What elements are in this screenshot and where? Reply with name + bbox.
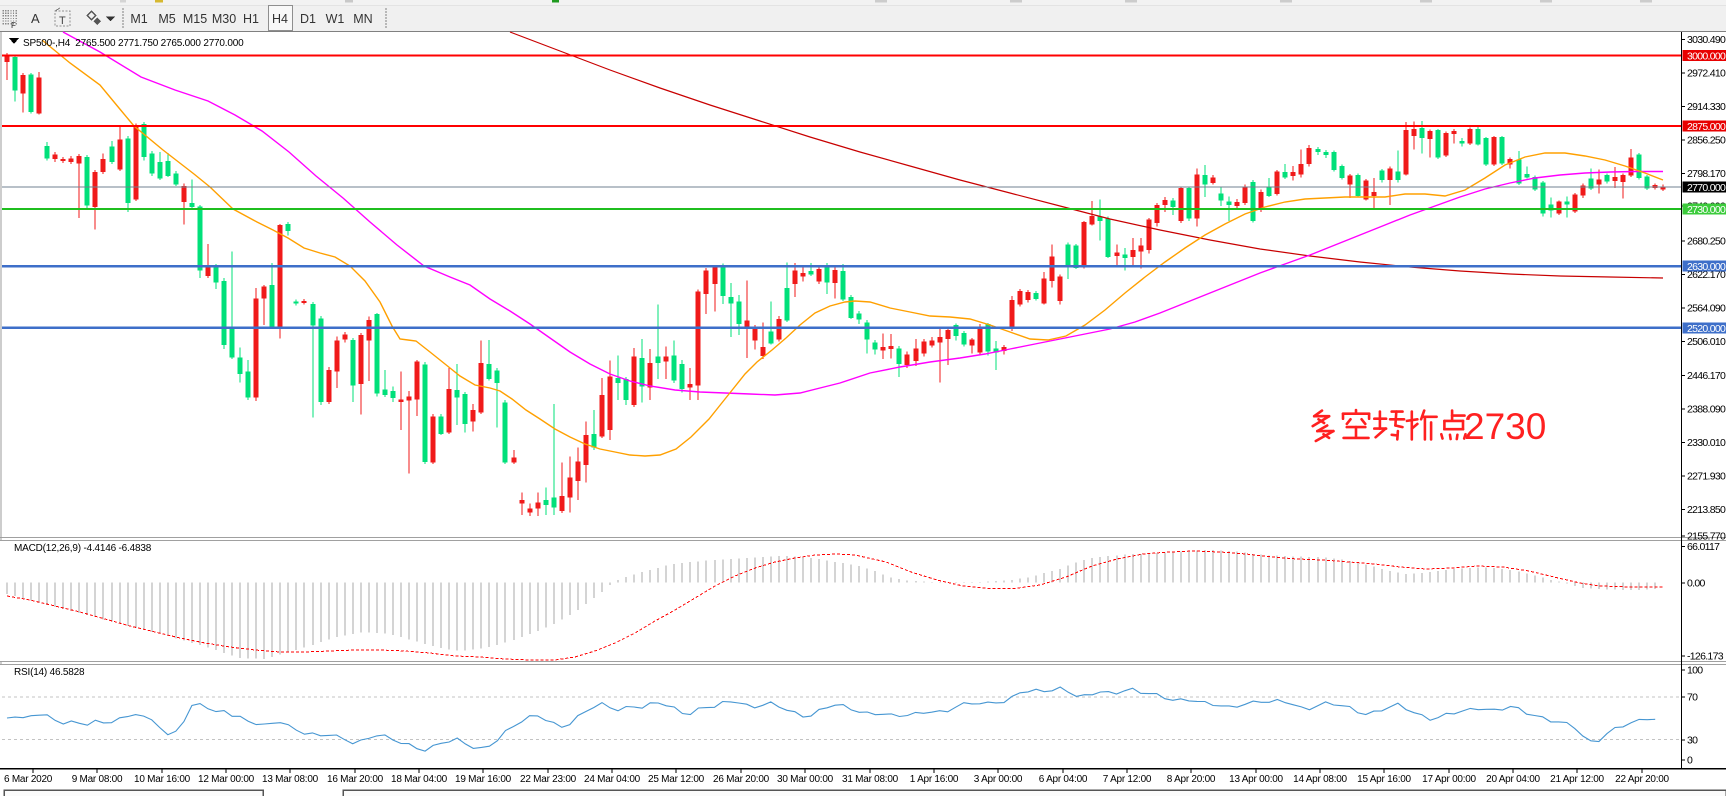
svg-text:3030.490: 3030.490 [1687, 34, 1726, 46]
svg-text:MACD(12,26,9) -4.4146 -6.4838: MACD(12,26,9) -4.4146 -6.4838 [14, 543, 152, 554]
svg-text:17 Apr 00:00: 17 Apr 00:00 [1422, 774, 1476, 785]
svg-text:10 Mar 16:00: 10 Mar 16:00 [134, 774, 191, 785]
svg-text:2271.930: 2271.930 [1687, 471, 1726, 483]
svg-text:100: 100 [1687, 665, 1703, 677]
svg-text:RSI(14) 46.5828: RSI(14) 46.5828 [14, 667, 85, 678]
svg-text:M15: M15 [183, 12, 207, 26]
svg-text:D1: D1 [300, 12, 316, 26]
svg-text:H1: H1 [243, 12, 259, 26]
svg-text:31 Mar 08:00: 31 Mar 08:00 [842, 774, 899, 785]
svg-text:6 Apr 04:00: 6 Apr 04:00 [1039, 774, 1088, 785]
svg-text:13 Apr 00:00: 13 Apr 00:00 [1229, 774, 1283, 785]
svg-text:2730.000: 2730.000 [1687, 204, 1726, 216]
svg-text:14 Apr 08:00: 14 Apr 08:00 [1293, 774, 1347, 785]
svg-text:21 Apr 12:00: 21 Apr 12:00 [1550, 774, 1604, 785]
svg-text:22 Apr 20:00: 22 Apr 20:00 [1615, 774, 1669, 785]
svg-text:M30: M30 [212, 12, 236, 26]
svg-text:2914.330: 2914.330 [1687, 101, 1726, 113]
svg-text:2770.000: 2770.000 [1687, 182, 1726, 194]
svg-text:2520.000: 2520.000 [1687, 323, 1726, 335]
svg-text:0: 0 [1687, 755, 1693, 767]
svg-text:W1: W1 [326, 12, 345, 26]
svg-text:2680.250: 2680.250 [1687, 235, 1726, 247]
svg-text:15 Apr 16:00: 15 Apr 16:00 [1357, 774, 1411, 785]
svg-text:25 Mar 12:00: 25 Mar 12:00 [648, 774, 705, 785]
svg-text:22 Mar 23:00: 22 Mar 23:00 [520, 774, 577, 785]
svg-text:3 Apr 00:00: 3 Apr 00:00 [974, 774, 1023, 785]
svg-text:16 Mar 20:00: 16 Mar 20:00 [327, 774, 384, 785]
svg-text:2798.170: 2798.170 [1687, 168, 1726, 180]
svg-text:SP500-,H4 2765.500 2771.750 2: SP500-,H4 2765.500 2771.750 2765.000 277… [23, 38, 244, 49]
svg-text:2730: 2730 [1464, 406, 1546, 447]
svg-text:30: 30 [1687, 735, 1698, 747]
svg-text:2622.170: 2622.170 [1687, 269, 1726, 281]
svg-text:2213.850: 2213.850 [1687, 504, 1726, 516]
svg-text:9 Mar 08:00: 9 Mar 08:00 [72, 774, 123, 785]
svg-text:2155.770: 2155.770 [1687, 530, 1726, 542]
svg-text:8 Apr 20:00: 8 Apr 20:00 [1167, 774, 1216, 785]
svg-text:2630.000: 2630.000 [1687, 261, 1726, 273]
svg-text:20 Apr 04:00: 20 Apr 04:00 [1486, 774, 1540, 785]
svg-text:2972.410: 2972.410 [1687, 67, 1726, 79]
svg-text:18 Mar 04:00: 18 Mar 04:00 [391, 774, 448, 785]
svg-text:F: F [11, 21, 16, 30]
svg-text:6 Mar 2020: 6 Mar 2020 [4, 774, 53, 785]
svg-text:7 Apr 12:00: 7 Apr 12:00 [1103, 774, 1152, 785]
svg-text:12 Mar 00:00: 12 Mar 00:00 [198, 774, 255, 785]
svg-text:2388.090: 2388.090 [1687, 403, 1726, 415]
svg-text:2875.000: 2875.000 [1687, 121, 1726, 133]
svg-text:30 Mar 00:00: 30 Mar 00:00 [777, 774, 834, 785]
svg-text:3000.000: 3000.000 [1687, 51, 1726, 63]
svg-text:2564.090: 2564.090 [1687, 303, 1726, 315]
svg-text:1 Apr 16:00: 1 Apr 16:00 [910, 774, 959, 785]
svg-text:T: T [59, 15, 66, 27]
svg-text:19 Mar 16:00: 19 Mar 16:00 [455, 774, 512, 785]
svg-text:-126.173: -126.173 [1687, 651, 1724, 663]
svg-text:MN: MN [353, 12, 372, 26]
svg-text:66.0117: 66.0117 [1687, 541, 1720, 553]
svg-text:26 Mar 20:00: 26 Mar 20:00 [713, 774, 770, 785]
svg-text:24 Mar 04:00: 24 Mar 04:00 [584, 774, 641, 785]
svg-text:2446.170: 2446.170 [1687, 370, 1726, 382]
svg-text:0.00: 0.00 [1687, 578, 1705, 590]
svg-text:13 Mar 08:00: 13 Mar 08:00 [262, 774, 319, 785]
svg-text:M5: M5 [158, 12, 175, 26]
svg-text:A: A [31, 11, 40, 26]
svg-text:2330.010: 2330.010 [1687, 437, 1726, 449]
svg-text:M1: M1 [130, 12, 147, 26]
svg-text:2506.010: 2506.010 [1687, 336, 1726, 348]
svg-text:H4: H4 [272, 12, 288, 26]
svg-text:70: 70 [1687, 692, 1698, 704]
svg-text:2856.250: 2856.250 [1687, 135, 1726, 147]
